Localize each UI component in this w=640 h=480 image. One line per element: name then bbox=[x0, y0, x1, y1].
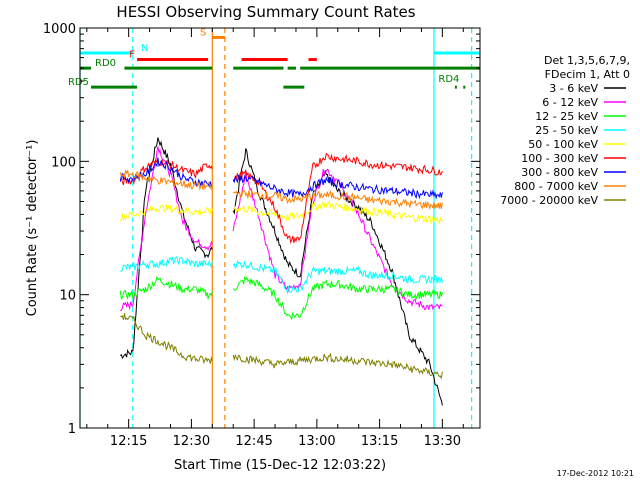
series-line bbox=[119, 137, 213, 360]
legend-label: 800 - 7000 keV bbox=[514, 180, 598, 193]
axes: 1 10 100 1000 12:15 12:30 12:45 13:00 13:15 13:30 bbox=[43, 22, 480, 449]
state-flags: N S F RD0 RD5 RD4 bbox=[68, 27, 480, 89]
series-line bbox=[232, 174, 443, 200]
series-line bbox=[120, 313, 213, 365]
series-lines bbox=[119, 137, 443, 406]
x-tick-label: 13:15 bbox=[361, 434, 398, 449]
legend-header: Det 1,3,5,6,7,9, bbox=[544, 54, 630, 67]
series-line bbox=[232, 148, 443, 406]
legend-label: 100 - 300 keV bbox=[521, 152, 598, 165]
flag-label: RD5 bbox=[68, 77, 89, 88]
legend-header: FDecim 1, Att 0 bbox=[545, 68, 630, 81]
y-tick-label: 1000 bbox=[43, 22, 76, 37]
chart-title: HESSI Observing Summary Count Rates bbox=[116, 3, 415, 21]
footer-date: 17-Dec-2012 10:21 bbox=[557, 469, 634, 478]
flag-label: N bbox=[141, 43, 148, 54]
x-tick-label: 12:15 bbox=[110, 434, 147, 449]
series-line bbox=[232, 275, 443, 321]
y-tick-label: 100 bbox=[51, 155, 76, 170]
legend-label: 7000 - 20000 keV bbox=[500, 194, 598, 207]
series-line bbox=[232, 189, 443, 211]
x-tick-label: 13:00 bbox=[298, 434, 335, 449]
legend-label: 50 - 100 keV bbox=[528, 138, 598, 151]
y-tick-label: 10 bbox=[59, 289, 76, 304]
legend-label: 300 - 800 keV bbox=[521, 166, 598, 179]
series-line bbox=[119, 275, 213, 301]
legend-label: 3 - 6 keV bbox=[549, 82, 598, 95]
series-line bbox=[232, 352, 443, 380]
flag-label: S bbox=[200, 27, 206, 38]
flag-label: F bbox=[129, 50, 135, 61]
legend-label: 12 - 25 keV bbox=[535, 110, 598, 123]
x-tick-label: 12:30 bbox=[173, 434, 210, 449]
series-line bbox=[120, 256, 213, 272]
y-tick-label: 1 bbox=[68, 422, 76, 437]
x-tick-label: 13:30 bbox=[424, 434, 461, 449]
legend-label: 6 - 12 keV bbox=[542, 96, 598, 109]
y-axis-label: Count Rate (s⁻¹ detector⁻¹) bbox=[25, 140, 40, 317]
series-line bbox=[119, 169, 213, 191]
series-line bbox=[119, 204, 213, 222]
series-line bbox=[232, 152, 443, 244]
flag-label: RD4 bbox=[438, 74, 459, 85]
x-axis-label: Start Time (15-Dec-12 12:03:22) bbox=[174, 458, 386, 473]
flag-label: RD0 bbox=[95, 58, 116, 69]
legend: Det 1,3,5,6,7,9,FDecim 1, Att 03 - 6 keV… bbox=[500, 54, 630, 207]
plot-frame bbox=[79, 27, 481, 429]
x-tick-label: 12:45 bbox=[235, 434, 272, 449]
series-line bbox=[232, 259, 443, 295]
series-line bbox=[233, 199, 443, 225]
legend-label: 25 - 50 keV bbox=[535, 124, 598, 137]
